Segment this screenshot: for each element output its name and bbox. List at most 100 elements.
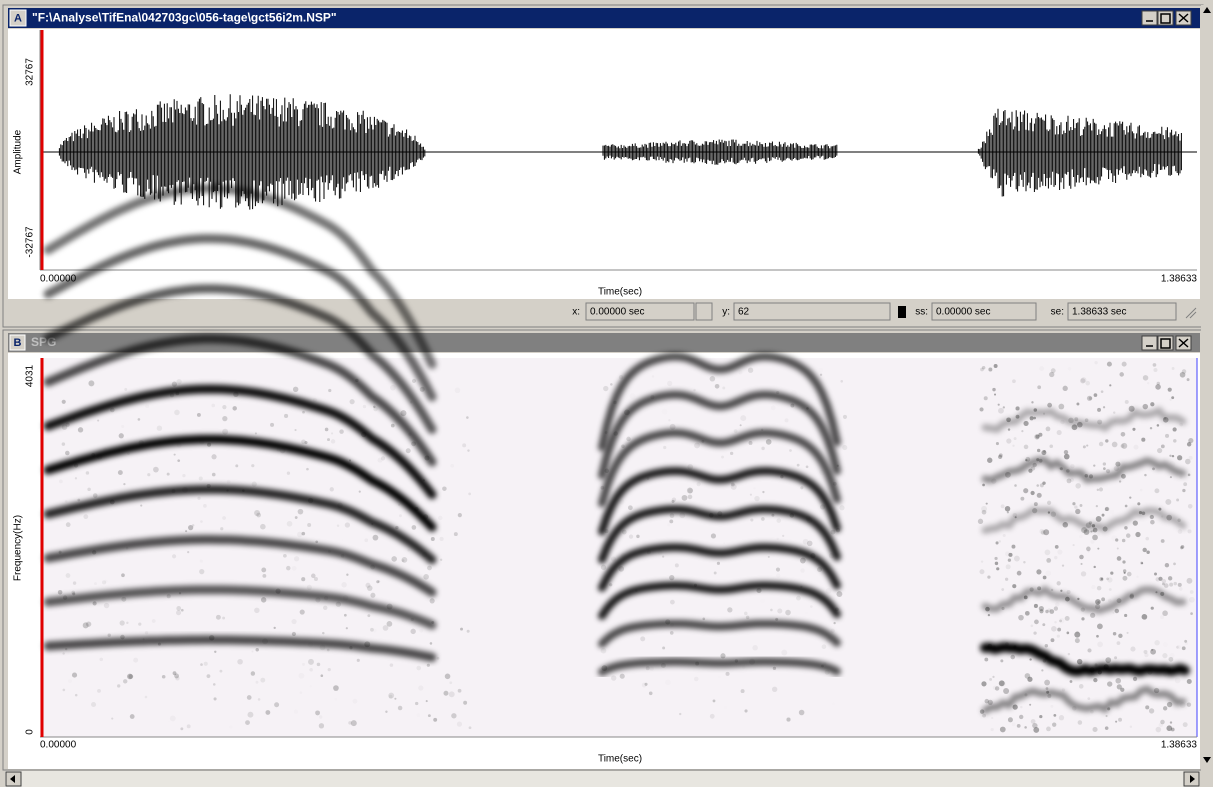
noise (123, 679, 127, 683)
noise (1012, 584, 1016, 588)
noise (391, 424, 395, 428)
noise (145, 631, 148, 634)
noise (694, 540, 700, 546)
noise (1062, 688, 1065, 691)
noise (702, 618, 705, 621)
noise (1182, 489, 1185, 492)
noise (153, 467, 159, 473)
noise (427, 566, 432, 571)
noise (211, 454, 216, 459)
noise (772, 687, 777, 692)
noise (130, 714, 135, 719)
noise (292, 566, 297, 571)
noise (682, 495, 688, 501)
noise (1108, 599, 1112, 603)
noise (1079, 684, 1084, 689)
noise (359, 491, 361, 493)
noise (294, 429, 296, 431)
noise (440, 537, 444, 541)
noise (1154, 573, 1157, 576)
noise (170, 715, 176, 721)
noise (662, 409, 668, 415)
noise (300, 609, 305, 614)
noise (330, 487, 334, 491)
noise (1122, 539, 1126, 543)
minimize-button[interactable] (1142, 11, 1157, 25)
noise (248, 712, 254, 718)
noise (412, 379, 416, 383)
status-label: ss: (915, 307, 928, 318)
noise (782, 535, 784, 537)
noise (1165, 563, 1169, 567)
vertical-scrollbar[interactable] (1201, 5, 1213, 783)
noise (992, 676, 994, 678)
noise (433, 718, 437, 722)
noise (1034, 620, 1039, 625)
noise (457, 722, 462, 727)
noise (466, 416, 469, 419)
noise (601, 565, 606, 570)
noise (108, 634, 111, 637)
noise (722, 387, 725, 390)
noise (212, 473, 216, 477)
noise (124, 388, 127, 391)
noise (652, 375, 654, 377)
noise (66, 522, 71, 527)
noise (1070, 464, 1074, 468)
noise (743, 388, 746, 391)
noise (985, 699, 989, 703)
noise (398, 504, 400, 506)
noise (427, 664, 430, 667)
minimize-button[interactable] (1142, 336, 1157, 350)
noise (611, 675, 616, 680)
noise (287, 472, 290, 475)
noise (1031, 491, 1035, 495)
horizontal-scrollbar[interactable] (5, 771, 1200, 787)
noise (1130, 647, 1135, 652)
noise (1099, 442, 1104, 447)
noise (641, 540, 646, 545)
noise (1047, 608, 1051, 612)
noise (346, 627, 348, 629)
noise (83, 622, 89, 628)
noise (730, 452, 733, 455)
noise (370, 593, 375, 598)
noise (989, 678, 992, 681)
noise (1031, 401, 1033, 403)
noise (322, 632, 324, 634)
noise (1121, 443, 1127, 449)
noise (1103, 467, 1106, 470)
noise (721, 456, 724, 459)
noise (800, 558, 806, 564)
noise (1170, 476, 1172, 478)
noise (740, 415, 746, 421)
noise (1019, 715, 1023, 719)
noise (789, 449, 792, 452)
status-label: x: (572, 307, 580, 318)
noise (416, 713, 420, 717)
noise (214, 697, 217, 700)
noise (662, 555, 664, 557)
noise (1190, 612, 1193, 615)
noise (603, 386, 608, 391)
noise (1037, 385, 1041, 389)
noise (998, 540, 1001, 543)
noise (1083, 445, 1086, 448)
noise (982, 714, 986, 718)
noise (363, 405, 366, 408)
noise (994, 394, 996, 396)
noise (1064, 450, 1068, 454)
noise (1162, 653, 1167, 658)
noise (1020, 497, 1024, 501)
noise (455, 388, 461, 394)
noise (1121, 432, 1126, 437)
x-end-label: 1.38633 (1161, 274, 1198, 285)
noise (307, 585, 312, 590)
noise (715, 384, 720, 389)
y-bottom-label: -32767 (25, 226, 36, 258)
noise (400, 410, 406, 416)
noise (341, 582, 347, 588)
noise (1167, 702, 1172, 707)
x-end-label: 1.38633 (1161, 740, 1198, 751)
noise (1187, 378, 1190, 381)
